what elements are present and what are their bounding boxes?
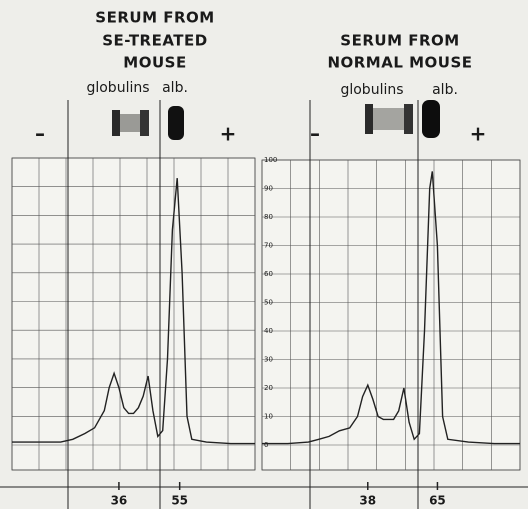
albumin-label: alb. [432, 82, 458, 98]
y-tick-label: 80 [264, 213, 273, 221]
y-tick-label: 30 [264, 356, 273, 364]
y-tick-label: 20 [264, 384, 273, 392]
plus-label: + [220, 122, 237, 146]
y-tick-label: 10 [264, 413, 273, 421]
globulins-label: globulins [340, 82, 403, 98]
gel-band [365, 104, 373, 134]
minus-label: – [310, 122, 320, 146]
title-line: MOUSE [123, 54, 186, 72]
annotation: 55 [171, 494, 188, 508]
panels: SERUM FROM SE-TREATED MOUSE globulins alb. – +… [0, 9, 528, 509]
annotation: 65 [429, 494, 446, 508]
y-tick-label: 50 [264, 299, 273, 307]
gel-band [404, 104, 413, 134]
gel-band [120, 114, 140, 132]
y-tick-label: 70 [264, 242, 273, 250]
trace [262, 171, 520, 445]
gel-band [373, 108, 404, 130]
plus-label: + [470, 122, 487, 146]
gel-band [112, 110, 120, 136]
minus-label: – [35, 122, 45, 146]
gel-band [140, 110, 149, 136]
y-tick-label: 0 [264, 441, 268, 449]
gel-bands [112, 100, 440, 140]
y-tick-label: 60 [264, 270, 273, 278]
title-line: SERUM FROM [95, 9, 214, 27]
y-tick-label: 40 [264, 327, 273, 335]
gel-band [168, 106, 184, 140]
trace [12, 178, 255, 445]
title-line: NORMAL MOUSE [327, 54, 472, 72]
albumin-label: alb. [162, 80, 188, 96]
plot-background [11, 157, 256, 471]
y-tick-label: 90 [264, 185, 273, 193]
title-line: SE-TREATED [102, 32, 207, 50]
annotation: 36 [111, 494, 128, 508]
gel-band [422, 100, 440, 138]
title-line: SERUM FROM [340, 32, 459, 50]
globulins-label: globulins [86, 80, 149, 96]
y-tick-label: 100 [264, 156, 277, 164]
annotation: 38 [359, 494, 376, 508]
plot-background [261, 159, 521, 471]
